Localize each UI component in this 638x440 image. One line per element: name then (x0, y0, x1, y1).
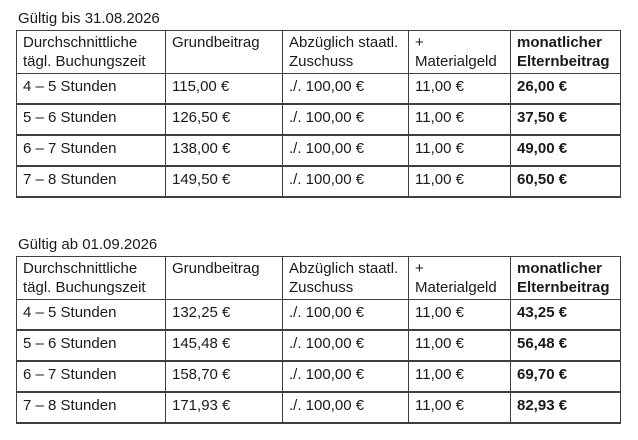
cell-monthly-parent-fee: 82,93 € (510, 391, 621, 424)
table-title-until: Gültig bis 31.08.2026 (18, 10, 160, 27)
col-header-monthly-parent-fee: monatlicher Elternbeitrag (510, 30, 621, 74)
cell-base-fee: 149,50 € (165, 165, 283, 198)
cell-state-subsidy: ./. 100,00 € (282, 165, 409, 198)
cell-state-subsidy: ./. 100,00 € (282, 391, 409, 424)
cell-monthly-parent-fee: 37,50 € (510, 103, 621, 136)
cell-material-fee: 11,00 € (408, 299, 511, 331)
col-header-state-subsidy: Abzüglich staatl. Zuschuss (282, 256, 409, 300)
cell-material-fee: 11,00 € (408, 134, 511, 167)
cell-material-fee: 11,00 € (408, 329, 511, 362)
table-row: 5 – 6 Stunden 145,48 € ./. 100,00 € 11,0… (16, 329, 621, 362)
cell-booking-time: 6 – 7 Stunden (16, 134, 166, 167)
col-header-base-fee: Grundbeitrag (165, 30, 283, 74)
table-row: 6 – 7 Stunden 158,70 € ./. 100,00 € 11,0… (16, 360, 621, 393)
cell-booking-time: 5 – 6 Stunden (16, 329, 166, 362)
cell-material-fee: 11,00 € (408, 360, 511, 393)
col-header-booking-time: Durchschnittliche tägl. Buchungszeit (16, 30, 166, 74)
cell-booking-time: 7 – 8 Stunden (16, 391, 166, 424)
col-header-state-subsidy: Abzüglich staatl. Zuschuss (282, 30, 409, 74)
cell-material-fee: 11,00 € (408, 165, 511, 198)
col-header-material-fee: + Materialgeld (408, 30, 511, 74)
cell-state-subsidy: ./. 100,00 € (282, 134, 409, 167)
cell-base-fee: 132,25 € (165, 299, 283, 331)
cell-booking-time: 5 – 6 Stunden (16, 103, 166, 136)
cell-state-subsidy: ./. 100,00 € (282, 73, 409, 105)
cell-state-subsidy: ./. 100,00 € (282, 329, 409, 362)
table-row: 7 – 8 Stunden 171,93 € ./. 100,00 € 11,0… (16, 391, 621, 424)
col-header-booking-time: Durchschnittliche tägl. Buchungszeit (16, 256, 166, 300)
cell-monthly-parent-fee: 43,25 € (510, 299, 621, 331)
cell-booking-time: 4 – 5 Stunden (16, 73, 166, 105)
header-row: Durchschnittliche tägl. Buchungszeit Gru… (16, 30, 621, 74)
fee-table-from: Durchschnittliche tägl. Buchungszeit Gru… (16, 256, 621, 424)
header-row: Durchschnittliche tägl. Buchungszeit Gru… (16, 256, 621, 300)
cell-base-fee: 126,50 € (165, 103, 283, 136)
cell-booking-time: 7 – 8 Stunden (16, 165, 166, 198)
cell-monthly-parent-fee: 60,50 € (510, 165, 621, 198)
cell-material-fee: 11,00 € (408, 103, 511, 136)
document-page: Gültig bis 31.08.2026 Durchschnittliche … (16, 10, 621, 424)
table-row: 4 – 5 Stunden 132,25 € ./. 100,00 € 11,0… (16, 299, 621, 331)
table-title-from: Gültig ab 01.09.2026 (18, 236, 158, 253)
cell-material-fee: 11,00 € (408, 73, 511, 105)
cell-monthly-parent-fee: 69,70 € (510, 360, 621, 393)
cell-base-fee: 171,93 € (165, 391, 283, 424)
table-row: 6 – 7 Stunden 138,00 € ./. 100,00 € 11,0… (16, 134, 621, 167)
table-row: 7 – 8 Stunden 149,50 € ./. 100,00 € 11,0… (16, 165, 621, 198)
cell-monthly-parent-fee: 49,00 € (510, 134, 621, 167)
cell-state-subsidy: ./. 100,00 € (282, 299, 409, 331)
fee-table-block-until: Gültig bis 31.08.2026 Durchschnittliche … (16, 10, 621, 198)
table-row: 5 – 6 Stunden 126,50 € ./. 100,00 € 11,0… (16, 103, 621, 136)
cell-base-fee: 138,00 € (165, 134, 283, 167)
fee-table-block-from: Gültig ab 01.09.2026 Durchschnittliche t… (16, 236, 621, 424)
cell-base-fee: 115,00 € (165, 73, 283, 105)
cell-state-subsidy: ./. 100,00 € (282, 103, 409, 136)
col-header-material-fee: + Materialgeld (408, 256, 511, 300)
col-header-monthly-parent-fee: monatlicher Elternbeitrag (510, 256, 621, 300)
cell-monthly-parent-fee: 26,00 € (510, 73, 621, 105)
table-row: 4 – 5 Stunden 115,00 € ./. 100,00 € 11,0… (16, 73, 621, 105)
cell-material-fee: 11,00 € (408, 391, 511, 424)
cell-base-fee: 145,48 € (165, 329, 283, 362)
cell-booking-time: 4 – 5 Stunden (16, 299, 166, 331)
fee-table-until: Durchschnittliche tägl. Buchungszeit Gru… (16, 30, 621, 198)
col-header-base-fee: Grundbeitrag (165, 256, 283, 300)
cell-base-fee: 158,70 € (165, 360, 283, 393)
cell-booking-time: 6 – 7 Stunden (16, 360, 166, 393)
cell-state-subsidy: ./. 100,00 € (282, 360, 409, 393)
cell-monthly-parent-fee: 56,48 € (510, 329, 621, 362)
